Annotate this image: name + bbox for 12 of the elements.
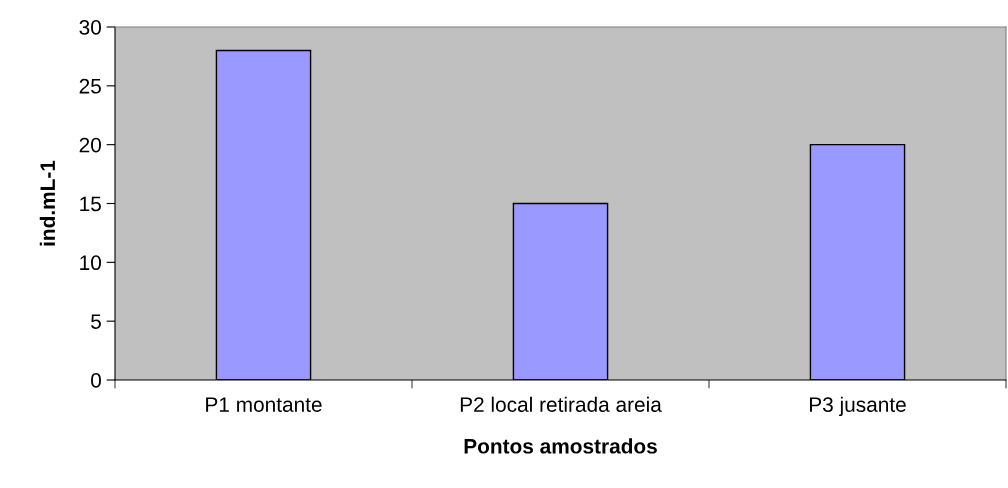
x-axis-title: Pontos amostrados bbox=[464, 438, 657, 454]
x-tick-label: P3 jusante bbox=[809, 396, 906, 417]
y-tick-label: 20 bbox=[79, 137, 101, 153]
y-tick-label: 0 bbox=[91, 373, 101, 388]
y-tick-label: 30 bbox=[79, 20, 101, 35]
y-tick-label: 10 bbox=[80, 255, 101, 271]
y-tick-label: 25 bbox=[79, 78, 101, 94]
x-tick-label: P1 montante bbox=[206, 397, 322, 412]
y-tick-label: 15 bbox=[80, 196, 101, 212]
y-axis-title: ind.mL-1 bbox=[39, 160, 56, 246]
x-tick-label: P2 local retirada areia bbox=[460, 396, 662, 412]
y-tick-label: 5 bbox=[91, 314, 101, 329]
